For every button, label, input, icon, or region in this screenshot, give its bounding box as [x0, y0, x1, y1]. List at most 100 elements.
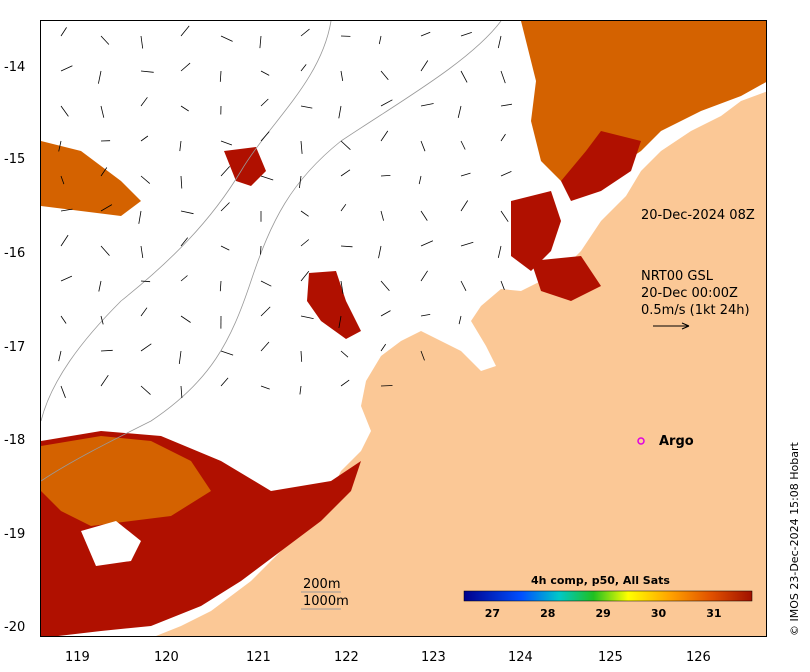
current-vector-arrow: [300, 210, 309, 217]
current-vector-arrow: [260, 341, 270, 352]
current-vector-arrow: [180, 105, 189, 112]
x-tick-label: 122: [334, 650, 359, 665]
current-vector-arrow: [178, 350, 182, 364]
current-vector-arrow: [458, 315, 462, 325]
current-vector-arrow: [140, 343, 152, 352]
y-tick-label: -20: [4, 620, 26, 635]
colorbar-tick-label: 27: [484, 607, 500, 620]
current-vector-arrow: [140, 135, 149, 142]
current-vector-arrow: [420, 31, 431, 37]
land-mass: [156, 91, 766, 636]
current-vector-arrow: [500, 171, 512, 177]
current-vector-arrow: [180, 275, 188, 282]
current-vector-arrow: [460, 140, 466, 150]
current-vector-arrow: [500, 70, 506, 84]
current-vector-arrow: [500, 103, 512, 107]
current-vector-arrow: [380, 130, 389, 142]
current-vector-arrow: [340, 203, 347, 212]
current-vector-arrow: [260, 306, 271, 317]
current-vector-arrow: [300, 315, 314, 319]
current-vector-arrow: [138, 210, 142, 224]
current-vector-arrow: [180, 175, 183, 189]
current-vector-arrow: [380, 280, 390, 291]
current-vector-arrow: [420, 314, 431, 317]
current-vector-arrow: [300, 350, 303, 362]
current-vector-arrow: [180, 62, 191, 72]
current-vector-arrow: [418, 175, 422, 185]
current-vector-arrow: [497, 35, 502, 49]
current-vector-arrow: [338, 315, 342, 328]
current-vector-arrow: [180, 385, 183, 399]
y-tick-label: -19: [4, 527, 26, 542]
y-tick-label: -17: [4, 340, 26, 355]
y-tick-label: -18: [4, 433, 26, 448]
current-vector-arrow: [420, 350, 425, 361]
track-time-label: 20-Dec-2024 08Z: [641, 208, 755, 223]
sst-patch-offshore: [307, 271, 361, 339]
sst-patch-west: [41, 141, 141, 216]
current-vector-arrow: [380, 210, 384, 221]
current-vector-arrow: [60, 208, 73, 212]
current-vector-arrow: [338, 105, 342, 119]
current-vector-arrow: [100, 245, 110, 256]
current-vector-arrow: [140, 245, 144, 258]
colorbar-tick-label: 30: [650, 607, 667, 620]
current-vector-arrow: [220, 350, 234, 356]
current-vector-arrow: [300, 64, 307, 72]
current-vectors: [58, 25, 512, 399]
current-vector-arrow: [420, 140, 426, 152]
current-scale-arrowhead: [681, 322, 690, 330]
current-vector-arrow: [500, 210, 509, 222]
y-tick-label: -14: [4, 60, 26, 75]
current-vector-arrow: [140, 97, 148, 107]
map-canvas[interactable]: [41, 21, 767, 637]
current-vector-arrow: [420, 270, 428, 282]
current-vector-arrow: [460, 280, 467, 291]
current-vector-arrow: [260, 245, 262, 255]
current-vector-arrow: [380, 70, 389, 81]
current-vector-arrow: [220, 35, 233, 42]
current-vector-arrow: [180, 237, 189, 247]
current-vector-arrow: [460, 200, 469, 212]
current-vector-arrow: [220, 140, 233, 146]
credit-text: © IMOS 23-Dec-2024 15:08 Hobart: [788, 442, 801, 636]
current-vector-arrow: [100, 105, 105, 118]
current-vector-arrow: [380, 99, 393, 107]
current-vector-arrow: [140, 307, 148, 317]
current-vector-arrow: [378, 35, 382, 45]
current-vector-arrow: [60, 385, 66, 398]
current-vector-arrow: [98, 70, 102, 84]
current-vector-arrow: [497, 245, 502, 258]
colorbar-tick-label: 29: [595, 607, 611, 620]
colorbar-title: 4h comp, p50, All Sats: [531, 574, 670, 587]
current-vector-arrow: [340, 169, 351, 177]
sst-patch-coast-bay: [531, 256, 601, 301]
current-vector-arrow: [260, 70, 270, 76]
sst-patch-northeast-hot: [561, 131, 641, 201]
current-vector-arrow: [340, 245, 353, 248]
current-source-label: NRT00 GSL: [641, 269, 713, 284]
current-vector-arrow: [300, 270, 310, 282]
current-vector-arrow: [380, 343, 387, 352]
current-vector-arrow: [260, 280, 272, 287]
sst-patch-coast-mid: [511, 191, 561, 271]
current-vector-arrow: [219, 280, 222, 292]
argo-float-marker[interactable]: [637, 437, 645, 445]
x-tick-label: 125: [598, 650, 623, 665]
current-vector-arrow: [299, 385, 302, 395]
current-date-label: 20-Dec 00:00Z: [641, 286, 738, 301]
map-frame[interactable]: 20-Dec-2024 08Z NRT00 GSL 20-Dec 00:00Z …: [40, 20, 767, 637]
depth-1000-label: 1000m: [303, 594, 349, 609]
current-vector-arrow: [100, 349, 113, 352]
current-vector-arrow: [380, 310, 391, 317]
current-vector-arrow: [60, 315, 67, 324]
current-vector-arrow: [260, 385, 270, 390]
current-vector-arrow: [378, 245, 382, 259]
current-vector-arrow: [300, 239, 310, 247]
current-vector-arrow: [220, 245, 230, 251]
y-tick-label: -16: [4, 246, 26, 261]
current-vector-arrow: [420, 210, 428, 221]
current-vector-arrow: [340, 379, 350, 387]
current-vector-arrow: [220, 166, 230, 177]
current-vector-arrow: [340, 70, 344, 81]
